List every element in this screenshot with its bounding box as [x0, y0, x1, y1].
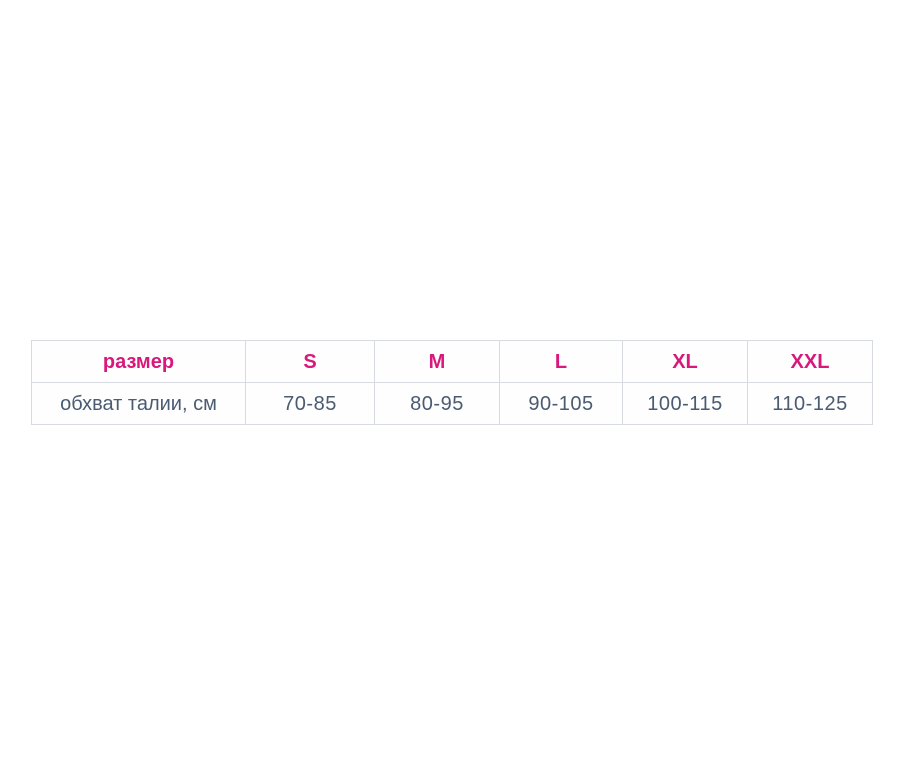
header-cell-m: M — [374, 340, 500, 383]
header-cell-s: S — [245, 340, 375, 383]
size-chart-table: размер S M L XL XXL обхват талии, см 70-… — [31, 340, 873, 425]
header-cell-l: L — [499, 340, 623, 383]
data-cell-xxl-range: 110-125 — [747, 382, 873, 425]
table-data-row: обхват талии, см 70-85 80-95 90-105 100-… — [31, 382, 873, 425]
table-header-row: размер S M L XL XXL — [31, 340, 873, 383]
header-cell-size-label: размер — [31, 340, 246, 383]
data-cell-waist-label: обхват талии, см — [31, 382, 246, 425]
data-cell-m-range: 80-95 — [374, 382, 500, 425]
data-cell-l-range: 90-105 — [499, 382, 623, 425]
data-cell-s-range: 70-85 — [245, 382, 375, 425]
size-chart: размер S M L XL XXL обхват талии, см 70-… — [31, 340, 873, 425]
header-cell-xl: XL — [622, 340, 748, 383]
header-cell-xxl: XXL — [747, 340, 873, 383]
data-cell-xl-range: 100-115 — [622, 382, 748, 425]
